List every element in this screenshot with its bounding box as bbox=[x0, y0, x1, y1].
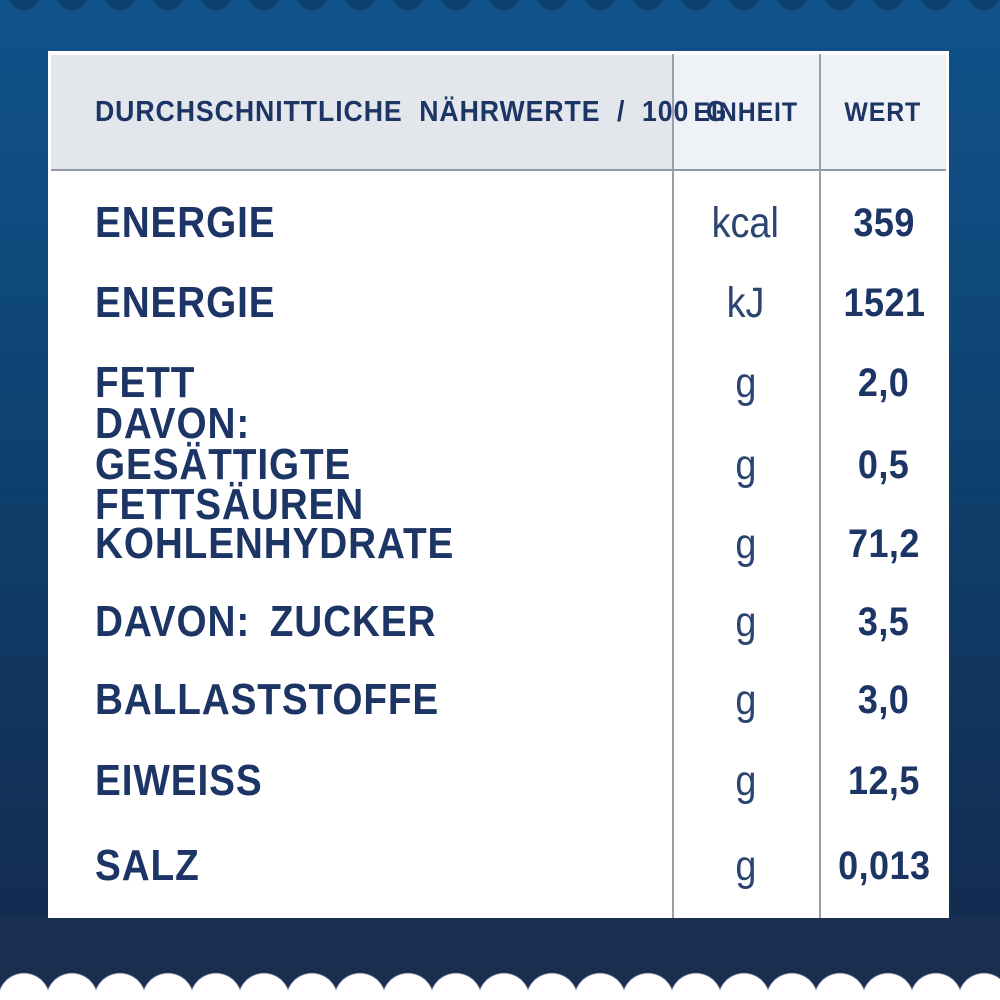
row-label: BALLASTSTOFFE bbox=[95, 675, 440, 725]
row-label: SALZ bbox=[95, 840, 200, 890]
row-value: 1521 bbox=[843, 280, 925, 325]
row-unit: kJ bbox=[726, 278, 765, 327]
table-row: ENERGIE kcal 359 bbox=[48, 171, 949, 263]
table-body: ENERGIE kcal 359 ENERGIE kJ 1521 FETT g … bbox=[48, 171, 949, 918]
table-row: KOHLENHYDRATE g 71,2 bbox=[48, 506, 949, 583]
header-unit-label: EINHEIT bbox=[693, 96, 798, 127]
row-value: 3,0 bbox=[858, 678, 910, 722]
table-row: DAVON: GESÄTTIGTE FETTSÄUREN g 0,5 bbox=[48, 402, 949, 527]
row-value: 359 bbox=[853, 200, 915, 245]
row-unit: g bbox=[734, 756, 757, 805]
table-row: DAVON: ZUCKER g 3,5 bbox=[48, 583, 949, 661]
row-value: 12,5 bbox=[848, 758, 920, 803]
row-unit: g bbox=[734, 597, 757, 646]
table-row: FETT g 2,0 bbox=[48, 343, 949, 424]
column-separator-2 bbox=[819, 54, 821, 918]
nutrition-table-card: DURCHSCHNITTLICHE NÄHRWERTE / 100 G EINH… bbox=[48, 51, 949, 918]
table-row: EIWEISS g 12,5 bbox=[48, 740, 949, 822]
header-value-label: WERT bbox=[844, 96, 921, 127]
row-label: FETT bbox=[95, 358, 196, 408]
row-value: 0,5 bbox=[858, 442, 910, 487]
row-label: ENERGIE bbox=[95, 277, 276, 327]
row-unit: g bbox=[734, 841, 757, 890]
top-scallop-edge bbox=[0, 0, 1000, 16]
header-cell-nutrients: DURCHSCHNITTLICHE NÄHRWERTE / 100 G bbox=[51, 55, 727, 169]
row-value: 3,5 bbox=[858, 599, 910, 644]
table-row: BALLASTSTOFFE g 3,0 bbox=[48, 661, 949, 740]
row-unit: g bbox=[734, 520, 757, 568]
row-label: DAVON: GESÄTTIGTE FETTSÄUREN bbox=[95, 399, 365, 530]
column-separator-1 bbox=[672, 54, 674, 918]
row-value: 71,2 bbox=[848, 522, 920, 566]
row-unit: g bbox=[734, 359, 757, 407]
bottom-scallop-edge bbox=[0, 972, 1000, 1000]
row-unit: kcal bbox=[711, 198, 780, 247]
table-row: ENERGIE kJ 1521 bbox=[48, 263, 949, 343]
row-value: 0,013 bbox=[837, 843, 931, 888]
header-cell-value: WERT bbox=[819, 55, 946, 169]
table-row: SALZ g 0,013 bbox=[48, 822, 949, 918]
bottom-band bbox=[0, 918, 1000, 1000]
row-label: DAVON: ZUCKER bbox=[95, 596, 437, 646]
row-label: EIWEISS bbox=[95, 755, 263, 805]
row-label: KOHLENHYDRATE bbox=[95, 519, 455, 569]
row-label: ENERGIE bbox=[95, 197, 276, 247]
row-unit: g bbox=[734, 676, 757, 724]
bottom-navy-band bbox=[0, 918, 1000, 972]
row-value: 2,0 bbox=[858, 361, 910, 405]
header-nutrients-label: DURCHSCHNITTLICHE NÄHRWERTE / 100 G bbox=[95, 95, 728, 128]
table-header-row: DURCHSCHNITTLICHE NÄHRWERTE / 100 G EINH… bbox=[51, 55, 946, 171]
row-unit: g bbox=[734, 440, 757, 489]
header-cell-unit: EINHEIT bbox=[672, 55, 819, 169]
